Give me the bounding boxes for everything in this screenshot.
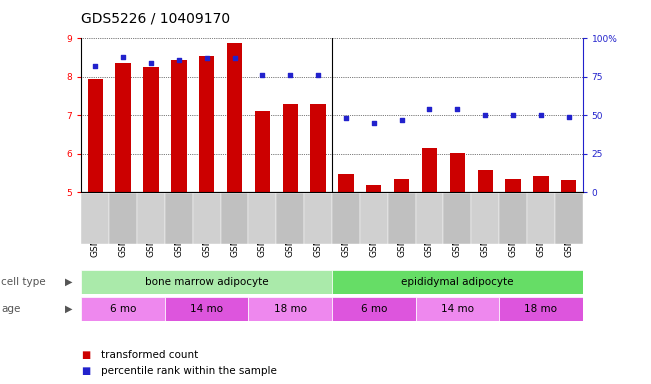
Bar [471, 193, 499, 244]
Bar [415, 193, 443, 244]
Bar [165, 193, 193, 244]
Point [480, 112, 490, 118]
Bar [332, 297, 415, 321]
Bar [143, 67, 159, 192]
Bar [283, 104, 298, 192]
Bar [81, 270, 332, 294]
Text: ■: ■ [81, 366, 90, 376]
Text: 6 mo: 6 mo [110, 304, 136, 314]
Text: epididymal adipocyte: epididymal adipocyte [401, 277, 514, 287]
Point [313, 72, 324, 78]
Bar [360, 193, 388, 244]
Text: bone marrow adipocyte: bone marrow adipocyte [145, 277, 268, 287]
Bar [505, 179, 521, 192]
Bar [193, 193, 221, 244]
Bar [165, 297, 249, 321]
Bar [255, 111, 270, 192]
Bar [304, 193, 332, 244]
Point [536, 112, 546, 118]
Bar [249, 297, 332, 321]
Bar [555, 193, 583, 244]
Point [118, 54, 128, 60]
Text: ■: ■ [81, 350, 90, 360]
Point [424, 106, 435, 112]
Text: ▶: ▶ [65, 304, 73, 314]
Text: age: age [1, 304, 21, 314]
Bar [450, 153, 465, 192]
Text: 14 mo: 14 mo [190, 304, 223, 314]
Bar [311, 104, 326, 192]
Point [508, 112, 518, 118]
Point [202, 55, 212, 61]
Text: GDS5226 / 10409170: GDS5226 / 10409170 [81, 12, 230, 25]
Point [564, 114, 574, 120]
Point [368, 120, 379, 126]
Bar [415, 297, 499, 321]
Bar [366, 185, 381, 192]
Bar [499, 297, 583, 321]
Bar [227, 43, 242, 192]
Point [396, 117, 407, 123]
Point [174, 57, 184, 63]
Bar [109, 193, 137, 244]
Bar [339, 174, 353, 192]
Bar [81, 297, 165, 321]
Point [257, 72, 268, 78]
Bar [332, 270, 583, 294]
Point [146, 60, 156, 66]
Text: 18 mo: 18 mo [524, 304, 557, 314]
Point [229, 55, 240, 61]
Bar [533, 176, 549, 192]
Bar [88, 79, 103, 192]
Bar [394, 179, 409, 192]
Bar [443, 193, 471, 244]
Bar [332, 193, 360, 244]
Point [285, 72, 296, 78]
Text: cell type: cell type [1, 277, 46, 287]
Bar [81, 193, 109, 244]
Bar [276, 193, 304, 244]
Bar [388, 193, 415, 244]
Bar [249, 193, 276, 244]
Bar [221, 193, 249, 244]
Bar [499, 193, 527, 244]
Bar [561, 180, 576, 192]
Bar [171, 60, 186, 192]
Bar [527, 193, 555, 244]
Text: percentile rank within the sample: percentile rank within the sample [101, 366, 277, 376]
Text: 18 mo: 18 mo [273, 304, 307, 314]
Bar [115, 63, 131, 192]
Bar [199, 56, 214, 192]
Bar [137, 193, 165, 244]
Text: 14 mo: 14 mo [441, 304, 474, 314]
Text: ▶: ▶ [65, 277, 73, 287]
Bar [422, 148, 437, 192]
Bar [478, 170, 493, 192]
Point [340, 115, 351, 121]
Point [90, 63, 100, 69]
Point [452, 106, 462, 112]
Text: transformed count: transformed count [101, 350, 198, 360]
Text: 6 mo: 6 mo [361, 304, 387, 314]
